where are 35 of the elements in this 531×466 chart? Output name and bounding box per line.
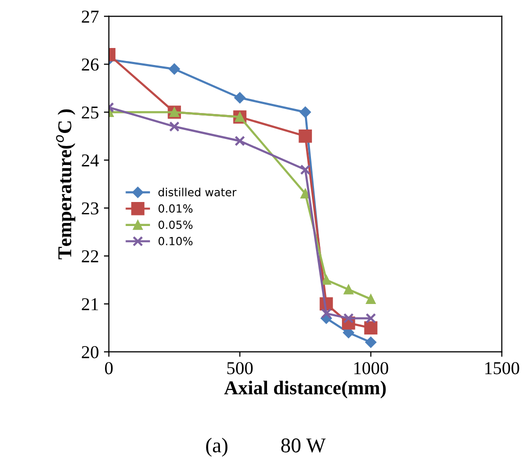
point — [321, 308, 332, 319]
x-tick-label: 500 — [227, 362, 253, 374]
x-tick-label: 1000 — [354, 362, 388, 374]
legend-label: 0.05% — [158, 220, 193, 229]
y-tick-label: 26 — [82, 58, 99, 71]
legend-label: 0.10% — [158, 236, 193, 246]
point — [234, 136, 246, 146]
y-tick-label: 24 — [82, 154, 99, 166]
point — [300, 164, 311, 175]
x-tick-label: 0 — [105, 362, 113, 374]
y-tick-label: 22 — [82, 250, 98, 262]
point — [300, 188, 310, 199]
point — [366, 313, 376, 324]
y-tick-label: 20 — [82, 346, 98, 358]
point — [169, 121, 180, 132]
point — [234, 92, 246, 104]
point — [298, 130, 312, 143]
y-tick-label: 27 — [82, 10, 99, 23]
text: (a) 80 W — [206, 438, 326, 457]
point — [168, 63, 180, 75]
point — [364, 321, 378, 334]
legend-label: 0.01% — [158, 204, 193, 213]
y-axis-title: Temperature($^{o}$C ) — [56, 109, 76, 260]
point — [343, 313, 354, 324]
point — [300, 106, 311, 118]
y-tick-label: 25 — [82, 106, 98, 119]
y-tick-label: 21 — [82, 298, 98, 310]
legend-label: distilled water — [158, 188, 236, 196]
point — [365, 336, 376, 348]
y-tick-label: 23 — [82, 202, 98, 214]
point — [344, 284, 354, 294]
x-axis-title: Axial distance(mm) — [224, 380, 386, 398]
point — [366, 294, 376, 304]
x-tick-label: 1500 — [485, 362, 520, 374]
point — [321, 275, 332, 285]
